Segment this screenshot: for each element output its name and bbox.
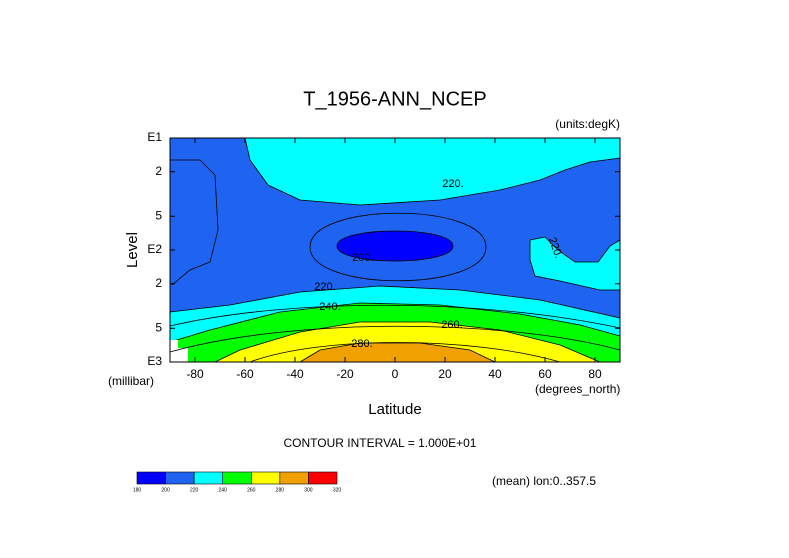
- contour-label: 240.: [319, 301, 340, 313]
- chart-title: T_1956-ANN_NCEP: [303, 88, 486, 110]
- contour-label: 260.: [441, 319, 462, 331]
- x-tick-label: 80: [588, 367, 602, 381]
- colorbar-label: 240: [219, 487, 228, 493]
- units-note: (units:degK): [555, 117, 620, 131]
- y-tick-label: E2: [147, 242, 162, 256]
- y-tick-label: E3: [147, 354, 162, 368]
- colorbar-box: [308, 471, 338, 485]
- colorbar-box: [193, 471, 224, 485]
- colorbar-box: [250, 471, 281, 485]
- contour-band: [214, 321, 601, 363]
- contour-label: 220.: [314, 281, 335, 293]
- contour-line: [170, 159, 219, 286]
- colorbar-box: [222, 471, 252, 485]
- colorbar-box: [136, 471, 166, 485]
- x-tick-label: 60: [538, 367, 552, 381]
- x-tick-label: -80: [186, 367, 204, 381]
- colorbar-label: 280: [276, 487, 285, 493]
- colorbar-box: [165, 471, 195, 485]
- contour-line: [309, 212, 487, 282]
- footnote: (mean) lon:0..357.5: [492, 474, 596, 488]
- contour-line: [169, 304, 621, 329]
- x-unit-label: (degrees_north): [535, 382, 620, 396]
- y-tick-label: 5: [155, 208, 162, 222]
- x-axis-label: Latitude: [368, 401, 421, 418]
- contour-label: 200.: [352, 252, 373, 264]
- x-tick-label: -20: [336, 367, 354, 381]
- y-tick-label: E1: [147, 130, 162, 144]
- contour-label: 280.: [351, 338, 372, 350]
- x-tick-label: -60: [236, 367, 254, 381]
- y-tick-label: 2: [155, 276, 162, 290]
- colorbar-label: 220: [190, 487, 199, 493]
- colorbar-label: 300: [304, 487, 313, 493]
- contour-line: [169, 325, 621, 353]
- contour-line: [249, 342, 561, 363]
- x-tick-label: 20: [438, 367, 452, 381]
- colorbar-box: [279, 471, 309, 485]
- x-tick-label: -40: [286, 367, 304, 381]
- y-axis-label: Level: [124, 232, 141, 268]
- x-tick-label: 0: [392, 367, 399, 381]
- colorbar-label: 260: [247, 487, 256, 493]
- y-tick-label: 2: [155, 164, 162, 178]
- ground-mask: [170, 340, 188, 362]
- y-tick-label: 5: [155, 320, 162, 334]
- contour-band: [336, 230, 454, 262]
- colorbar-label: 320: [333, 487, 342, 493]
- contour-label: 220.: [442, 178, 463, 190]
- y-unit-label: (millibar): [108, 374, 154, 388]
- colorbar-label: 200: [161, 487, 170, 493]
- x-tick-label: 40: [488, 367, 502, 381]
- contour-interval: CONTOUR INTERVAL = 1.000E+01: [284, 436, 477, 450]
- colorbar-label: 180: [133, 487, 142, 493]
